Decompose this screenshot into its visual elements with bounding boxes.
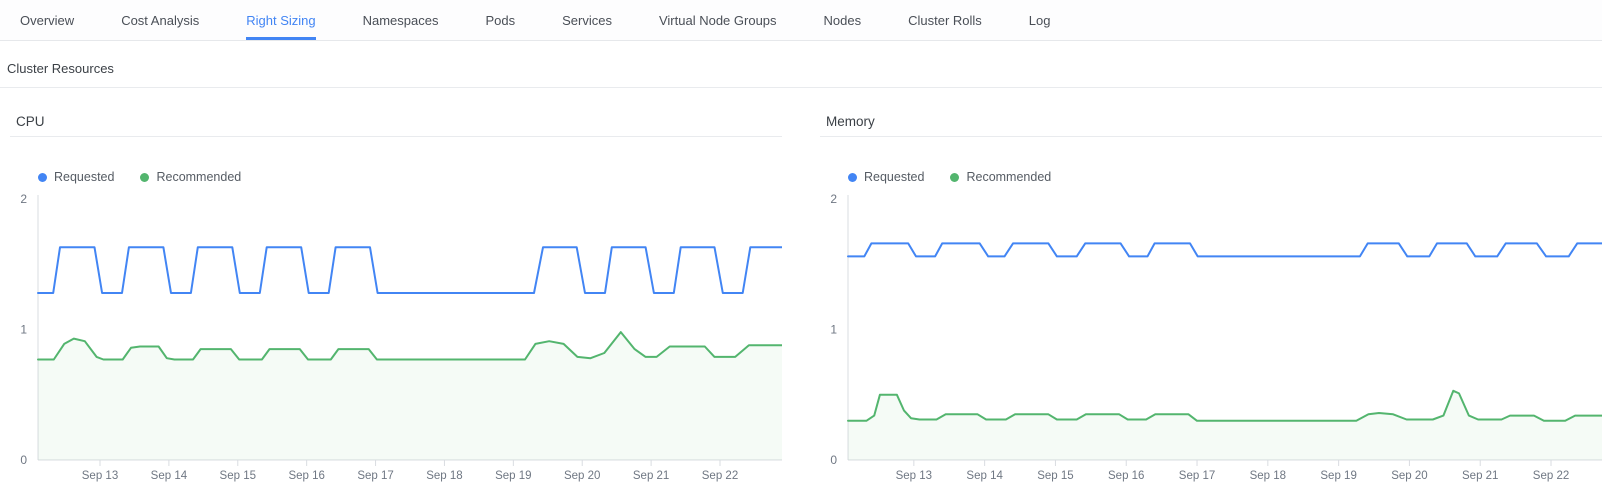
tab-right-sizing[interactable]: Right Sizing	[246, 0, 316, 40]
legend-dot-icon	[38, 172, 47, 182]
tab-nodes[interactable]: Nodes	[823, 12, 862, 28]
tab-bar: Overview Cost Analysis Right Sizing Namespa…	[0, 0, 1602, 41]
legend-dot-icon	[848, 172, 857, 182]
x-axis-tick-label: Sep 19	[495, 470, 531, 482]
section-header: Cluster Resources	[0, 41, 1602, 88]
x-axis-tick-label: Sep 16	[1108, 470, 1144, 482]
chart-canvas-memory: 0 1 2 Sep 13 Sep 14 Sep 15 Sep 16 Sep 17 Sep 18 S…	[830, 192, 1602, 482]
x-axis-tick-label: Sep 18	[1250, 470, 1286, 482]
x-axis-tick-label: Sep 14	[151, 470, 188, 482]
chart-title-cpu: CPU	[10, 114, 782, 137]
y-axis-tick-label: 1	[830, 323, 837, 337]
series-line-requested	[37, 246, 783, 294]
tab-pods[interactable]: Pods	[485, 12, 516, 28]
series-line-requested	[847, 242, 1602, 258]
legend-label: Requested	[54, 170, 115, 184]
tab-log[interactable]: Log	[1028, 12, 1051, 28]
legend-item-requested[interactable]: Requested	[848, 170, 924, 184]
x-axis-tick-label: Sep 13	[896, 470, 932, 482]
tab-cluster-rolls[interactable]: Cluster Rolls	[908, 12, 982, 28]
x-axis-tick-label: Sep 18	[426, 470, 462, 482]
x-axis-tick-label: Sep 20	[1391, 470, 1427, 482]
series-area-recommended	[848, 390, 1602, 460]
legend-dot-icon	[140, 172, 150, 182]
x-axis-tick-label: Sep 19	[1320, 470, 1356, 482]
chart-plot: 0 1 2 Sep 13 Sep 14 Sep 15 Sep 16 Sep 17 Sep 18 S…	[820, 189, 1602, 488]
chart-title-memory: Memory	[820, 114, 1602, 137]
x-axis-tick-label: Sep 15	[1037, 470, 1073, 482]
tab-overview[interactable]: Overview	[20, 12, 75, 28]
y-axis-tick-label: 0	[20, 453, 27, 467]
x-axis-tick-label: Sep 22	[702, 470, 738, 482]
chart-canvas-cpu: 0 1 2 Sep 13 Sep 14 Sep 15 Sep 16 Sep 17 Sep 18 S…	[20, 192, 783, 482]
legend-label: Recommended	[156, 170, 242, 184]
legend-item-recommended[interactable]: Recommended	[950, 170, 1051, 184]
series-area-recommended	[38, 332, 782, 460]
series-line-recommended	[37, 331, 783, 361]
charts-row: CPU Requested Recommended 0 1 2 Sep 13 Sep 14…	[0, 88, 1602, 488]
x-axis-tick-label: Sep 21	[1462, 470, 1498, 482]
x-axis-tick-label: Sep 13	[82, 470, 118, 482]
chart-legend: Requested Recommended	[38, 169, 782, 185]
chart-panel-cpu: CPU Requested Recommended 0 1 2 Sep 13 Sep 14…	[10, 88, 783, 488]
chart-legend: Requested Recommended	[848, 169, 1602, 185]
y-axis-tick-label: 2	[20, 192, 27, 206]
x-axis-tick-label: Sep 16	[288, 470, 324, 482]
y-axis-tick-label: 1	[20, 323, 27, 337]
series-line-recommended	[847, 389, 1602, 422]
legend-label: Recommended	[966, 170, 1052, 184]
y-axis-tick-label: 0	[830, 453, 837, 467]
x-axis-tick-label: Sep 22	[1533, 470, 1569, 482]
x-axis-tick-label: Sep 20	[564, 470, 600, 482]
x-axis-tick-label: Sep 14	[966, 470, 1003, 482]
legend-label: Requested	[864, 170, 925, 184]
section-title: Cluster Resources	[7, 61, 114, 76]
legend-item-requested[interactable]: Requested	[38, 170, 114, 184]
legend-dot-icon	[950, 172, 960, 182]
chart-panel-memory: Memory Requested Recommended 0 1 2 Sep 13 Sep…	[820, 88, 1602, 488]
x-axis-tick-label: Sep 15	[220, 470, 256, 482]
tab-virtual-node-groups[interactable]: Virtual Node Groups	[658, 12, 777, 28]
y-axis-tick-label: 2	[830, 192, 837, 206]
x-axis-tick-label: Sep 21	[633, 470, 669, 482]
x-axis-tick-label: Sep 17	[1179, 470, 1215, 482]
tab-cost-analysis[interactable]: Cost Analysis	[121, 12, 200, 28]
legend-item-recommended[interactable]: Recommended	[140, 170, 241, 184]
x-axis-tick-label: Sep 17	[357, 470, 393, 482]
chart-plot: 0 1 2 Sep 13 Sep 14 Sep 15 Sep 16 Sep 17 Sep 18 S…	[10, 189, 783, 488]
tab-namespaces[interactable]: Namespaces	[362, 12, 439, 28]
tab-services[interactable]: Services	[562, 12, 612, 28]
